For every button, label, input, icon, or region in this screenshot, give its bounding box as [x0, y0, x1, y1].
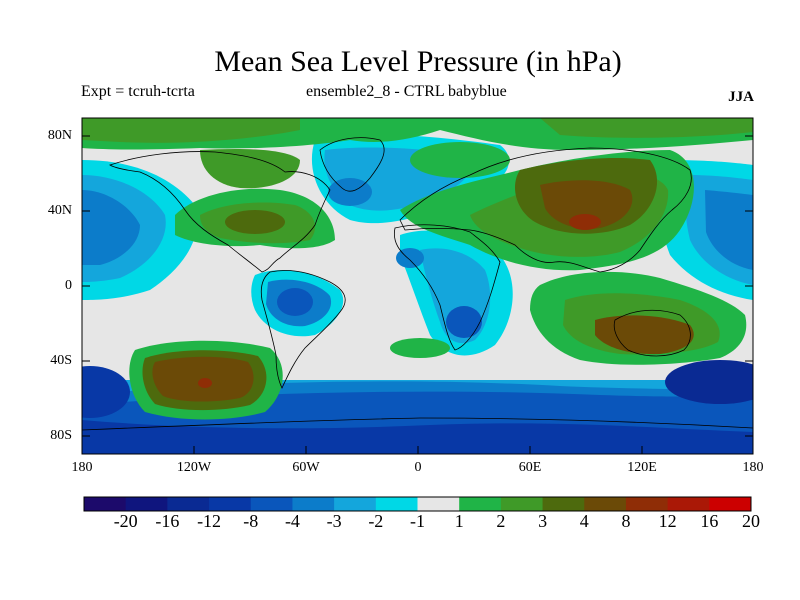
- colorbar-swatch-13: [625, 497, 669, 511]
- lon-label-180e: 180: [742, 460, 764, 475]
- natl-low-core: [328, 178, 372, 206]
- lon-label-0: 0: [414, 460, 422, 475]
- eurasia-high-4: [540, 180, 633, 229]
- colorbar-swatch-7: [375, 497, 418, 511]
- north-america-coast: [109, 151, 331, 273]
- satl-high: [390, 338, 450, 358]
- colorbar: [84, 497, 752, 511]
- colorbar-swatch-1: [125, 497, 168, 511]
- wpac-low-3: [705, 190, 753, 270]
- colorbar-swatch-9: [459, 497, 502, 511]
- colorbar-label: -20: [113, 511, 138, 531]
- colorbar-label: -1: [410, 511, 425, 531]
- colorbar-label: 2: [496, 511, 506, 531]
- africa-low-core: [446, 306, 482, 338]
- colorbar-label: 1: [454, 511, 464, 531]
- colorbar-label: -3: [326, 511, 342, 531]
- australia-coast: [613, 309, 691, 357]
- antarctica-coast: [82, 417, 753, 431]
- colorbar-swatch-14: [667, 497, 710, 511]
- lat-label-40s: 40S: [50, 353, 72, 368]
- colorbar-label: 16: [700, 511, 719, 531]
- colorbar-label: -16: [155, 511, 180, 531]
- arctic-high-east: [540, 118, 753, 138]
- colorbar-swatch-0: [84, 497, 127, 511]
- lat-label-eq: 0: [65, 278, 72, 293]
- colorbar-swatch-3: [209, 497, 252, 511]
- aus-high-core: [595, 315, 694, 355]
- lon-label-120e: 120E: [627, 460, 657, 475]
- samer-low-core: [277, 288, 313, 316]
- eurasia-high-core: [569, 214, 601, 230]
- eurasia-coast: [399, 147, 692, 273]
- greenland-coast: [319, 137, 385, 192]
- lat-label-40n: 40N: [47, 203, 72, 218]
- europe-high: [410, 142, 510, 178]
- season-label: JJA: [728, 89, 754, 105]
- antarctic-band: [82, 420, 753, 454]
- low-se-pacific: [665, 360, 753, 404]
- colorbar-label: 12: [658, 511, 677, 531]
- coastlines: [82, 137, 753, 431]
- colorbar-swatch-15: [709, 497, 752, 511]
- colorbar-label: 20: [742, 511, 760, 531]
- colorbar-swatch-8: [417, 497, 460, 511]
- lat-label-80s: 80S: [50, 428, 72, 443]
- colorbar-label: -2: [368, 511, 384, 531]
- colorbar-swatch-6: [334, 497, 377, 511]
- colorbar-label: 8: [621, 511, 631, 531]
- pressure-field: [82, 118, 753, 454]
- spac-high-peak: [198, 378, 212, 388]
- colorbar-frame: [83, 496, 752, 512]
- axis-ticks: [81, 135, 754, 454]
- colorbar-swatch-12: [584, 497, 627, 511]
- canada-high: [200, 149, 300, 189]
- colorbar-swatch-2: [167, 497, 210, 511]
- low-sw-pacific: [82, 366, 130, 418]
- westafrica-low: [396, 248, 424, 268]
- lon-label-60w: 60W: [292, 460, 320, 475]
- colorbar-swatch-11: [542, 497, 585, 511]
- lon-label-180w: 180: [71, 460, 93, 475]
- lat-label-80n: 80N: [47, 128, 72, 143]
- arctic-high-west: [82, 118, 300, 143]
- map-title: Mean Sea Level Pressure (in hPa): [214, 45, 622, 78]
- colorbar-label: -4: [284, 511, 300, 531]
- colorbar-label: -12: [197, 511, 222, 531]
- colorbar-label: 3: [538, 511, 548, 531]
- colorbar-label: -8: [243, 511, 259, 531]
- lon-label-60e: 60E: [518, 460, 542, 475]
- colorbar-swatch-5: [292, 497, 335, 511]
- npac-low-3: [82, 190, 140, 265]
- colorbar-label: 4: [579, 511, 589, 531]
- namer-high-core: [225, 210, 285, 234]
- experiment-label: Expt = tcruh-tcrta: [81, 83, 195, 100]
- ensemble-label: ensemble2_8 - CTRL babyblue: [306, 83, 507, 100]
- africa-coast: [393, 224, 501, 351]
- colorbar-swatch-4: [250, 497, 293, 511]
- lon-label-120w: 120W: [176, 460, 212, 475]
- south-america-coast: [260, 270, 346, 389]
- colorbar-swatch-10: [500, 497, 544, 511]
